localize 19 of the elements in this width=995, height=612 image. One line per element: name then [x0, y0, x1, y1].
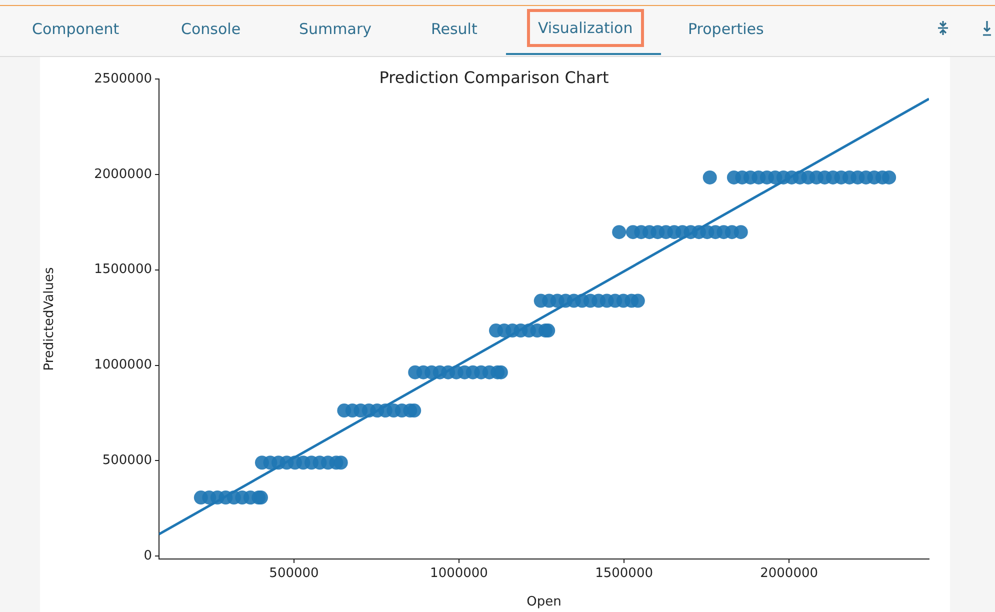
y-axis-title: PredictedValues [42, 267, 58, 371]
y-tick-label: 2500000 [94, 71, 152, 86]
text: Component [31, 19, 120, 40]
chart-title: Prediction Comparison Chart [379, 68, 609, 88]
y-tick-label: 2000000 [94, 166, 152, 182]
text: Properties [687, 19, 765, 40]
x-axis-title: Open [526, 594, 562, 610]
x-tick-label: 2000000 [760, 566, 818, 582]
text: Console [180, 19, 242, 40]
x-tick-label: 500000 [269, 566, 319, 582]
y-tick-label: 500000 [102, 453, 152, 468]
y-tick-label: 1000000 [94, 358, 152, 373]
text: Result [430, 19, 478, 40]
x-tick-label: 1000000 [430, 566, 488, 582]
y-tick-label: 1500000 [94, 262, 152, 278]
y-tick-label: 0 [144, 548, 152, 564]
text: Summary [298, 19, 372, 40]
text: Visualization [527, 9, 644, 47]
x-tick-label: 1500000 [595, 566, 653, 582]
